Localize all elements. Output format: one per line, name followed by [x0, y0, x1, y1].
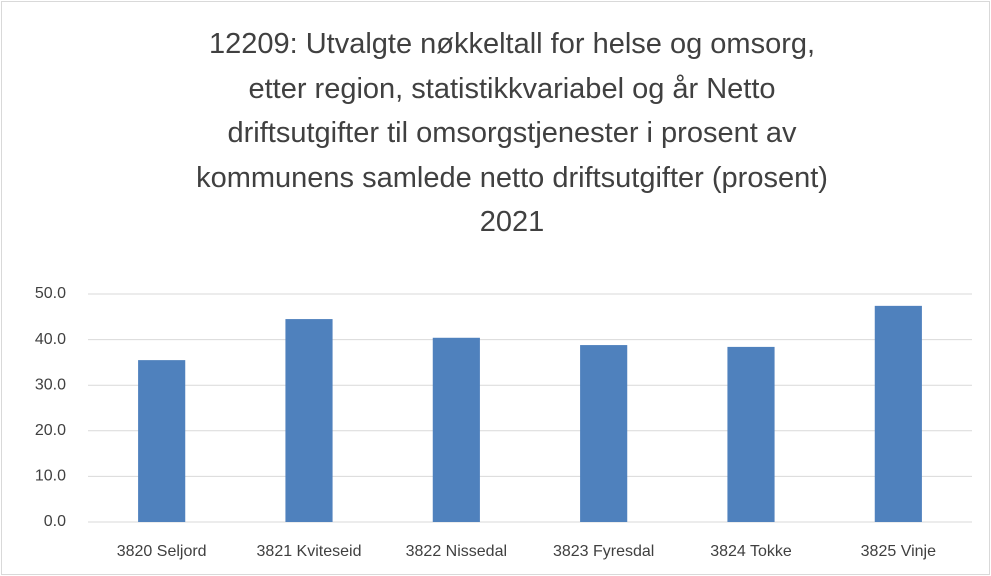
y-tick-label: 10.0 — [35, 468, 66, 485]
bar — [874, 305, 922, 522]
bar — [727, 346, 775, 522]
y-tick-label: 20.0 — [35, 422, 66, 439]
x-tick-label: 3820 Seljord — [117, 543, 207, 560]
y-tick-label: 40.0 — [35, 331, 66, 348]
bar — [285, 319, 333, 522]
chart-title: 12209: Utvalgte nøkkeltall for helse og … — [196, 28, 828, 238]
x-tick-label: 3822 Nissedal — [406, 543, 507, 560]
x-tick-label: 3824 Tokke — [710, 543, 792, 560]
y-tick-label: 50.0 — [35, 285, 66, 302]
y-tick-label: 0.0 — [44, 513, 66, 530]
x-tick-label: 3821 Kviteseid — [257, 543, 362, 560]
y-tick-label: 30.0 — [35, 376, 66, 393]
x-tick-label: 3823 Fyresdal — [553, 543, 654, 560]
bar — [432, 337, 480, 522]
bar — [138, 360, 186, 522]
bar — [580, 345, 628, 522]
x-tick-label: 3825 Vinje — [861, 543, 936, 560]
